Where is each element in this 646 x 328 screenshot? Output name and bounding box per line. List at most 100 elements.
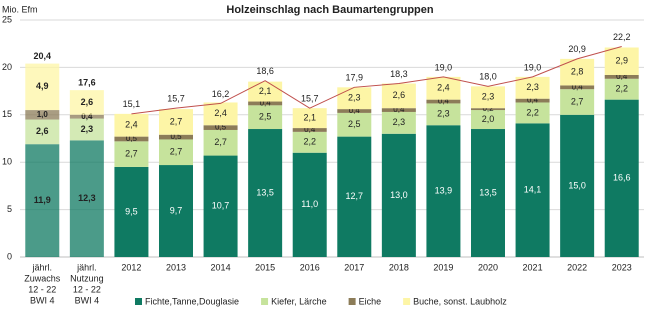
bar-segment [381, 133, 416, 257]
total-label: 20,4 [34, 51, 52, 61]
bar-segment [114, 136, 149, 142]
data-label: 2,7 [170, 116, 183, 126]
x-tick-label: 12 - 22 [73, 284, 101, 294]
total-label: 19,0 [435, 62, 453, 72]
bar-segment [604, 47, 639, 75]
data-label: 0,5 [126, 134, 138, 143]
y-tick-label: 25 [2, 14, 12, 24]
data-label: 2,9 [615, 56, 628, 66]
bar-segment [114, 113, 149, 137]
bar-segment [515, 123, 550, 257]
data-label: 13,9 [435, 185, 453, 195]
data-label: 13,0 [390, 190, 408, 200]
data-label: 9,5 [125, 206, 138, 216]
x-tick-label: BWI 4 [75, 295, 100, 305]
x-tick-label: 12 - 22 [28, 284, 56, 294]
data-label: 0,4 [572, 82, 584, 91]
bar-segment [337, 112, 372, 137]
data-label: 1,0 [37, 110, 49, 119]
data-label: 4,9 [36, 81, 49, 91]
bar-segment [25, 144, 60, 257]
total-line [131, 46, 622, 115]
bar-segment [471, 108, 505, 111]
bar-segment [604, 78, 639, 100]
x-tick-label: 2017 [344, 262, 364, 272]
bar-segment [337, 136, 372, 257]
x-tick-label: 2022 [567, 262, 587, 272]
bar-segment [248, 105, 283, 130]
data-label: 2,7 [214, 137, 227, 147]
data-label: 2,8 [571, 67, 584, 77]
y-tick-label: 0 [7, 251, 12, 261]
x-tick-label: 2023 [612, 262, 632, 272]
data-label: 2,7 [170, 147, 183, 157]
bar-segment [248, 129, 283, 257]
data-label: 0,4 [260, 99, 272, 108]
data-label: 2,6 [36, 126, 49, 136]
bar-segment [25, 110, 60, 120]
bar-segment [203, 129, 238, 156]
data-label: 2,5 [348, 119, 361, 129]
data-label: 0,4 [349, 106, 361, 115]
bar-segment [381, 111, 416, 134]
bar-segment [471, 86, 505, 109]
data-label: 2,7 [125, 149, 138, 159]
data-label: 0,4 [81, 112, 93, 121]
data-label: 11,0 [301, 199, 318, 209]
bar-segment [381, 83, 416, 109]
data-label: 0,4 [393, 105, 405, 114]
total-label: 18,0 [479, 72, 497, 82]
x-tick-label: 2018 [389, 262, 409, 272]
bar-segment [292, 128, 327, 132]
data-label: 0,4 [304, 125, 316, 134]
bar-segment [203, 125, 238, 130]
bar-segment [560, 114, 595, 257]
x-tick-label: Zuwachs [24, 273, 61, 283]
x-tick-label: 2015 [255, 262, 275, 272]
total-label: 22,2 [613, 32, 631, 42]
x-tick-label: Nutzung [70, 273, 104, 283]
data-label: 2,3 [348, 93, 361, 103]
bar-segment [604, 99, 639, 257]
legend-label: Kiefer, Lärche [271, 296, 327, 306]
bar-segment [292, 131, 327, 153]
legend-swatch [261, 298, 269, 305]
data-label: 2,4 [214, 108, 227, 118]
bar-segment [114, 166, 149, 257]
total-label: 17,9 [346, 73, 364, 83]
data-label: 2,2 [526, 107, 539, 117]
legend-label: Buche, sonst. Laubholz [413, 296, 507, 306]
data-label: 2,2 [615, 84, 628, 94]
data-label: 0,4 [616, 72, 628, 81]
x-tick-label: BWI 4 [30, 295, 55, 305]
bar-segment [292, 152, 327, 257]
total-label: 18,6 [256, 66, 274, 76]
data-label: 13,5 [479, 187, 497, 197]
data-label: 16,6 [613, 173, 631, 183]
bar-segment [426, 103, 461, 126]
bar-segment [515, 98, 550, 103]
total-label: 18,3 [390, 69, 408, 79]
x-tick-label: 2021 [523, 262, 543, 272]
data-label: 0,5 [215, 123, 227, 132]
bar-segment [426, 99, 461, 104]
x-tick-label: jährl. [76, 262, 97, 272]
bar-segment [471, 129, 505, 257]
data-label: 12,7 [346, 191, 364, 201]
data-label: 2,3 [81, 124, 94, 134]
x-tick-label: 2020 [478, 262, 498, 272]
bar-segment [426, 76, 461, 100]
x-tick-label: 2012 [121, 262, 141, 272]
bar-segment [69, 90, 104, 115]
bar-segment [203, 102, 238, 126]
legend-swatch [135, 298, 142, 305]
total-label: 17,6 [78, 78, 96, 88]
bar-segment [159, 134, 193, 140]
total-label: 16,2 [212, 89, 230, 99]
bar-segment [471, 110, 505, 130]
data-label: 2,7 [571, 96, 584, 106]
data-label: 2,3 [526, 82, 539, 92]
x-tick-label: jährl. [32, 262, 53, 272]
data-label: 2,0 [482, 114, 495, 124]
